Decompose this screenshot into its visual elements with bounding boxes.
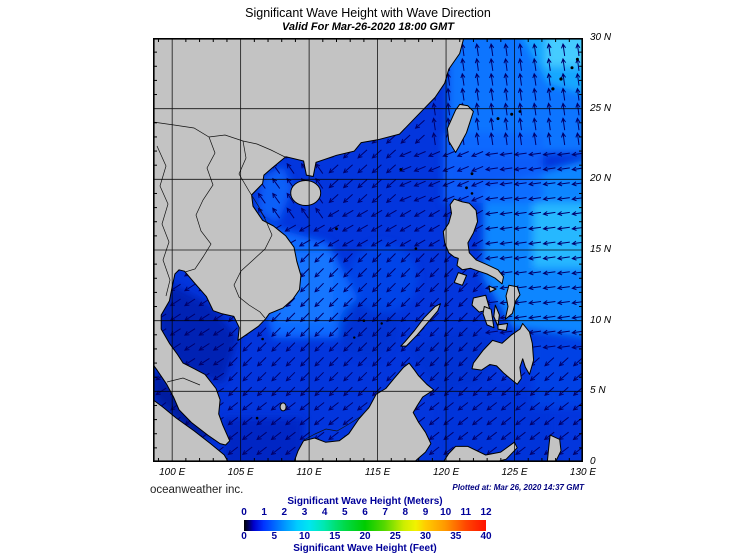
lon-label: 120 E [432,467,460,478]
lat-label: 0 [590,456,596,467]
colorbar-tick: 6 [362,507,368,518]
colorbar-tick: 10 [440,507,452,518]
land-hainan [290,180,322,206]
map-svg [152,23,598,468]
valid-time-subtitle: Valid For Mar-26-2020 18:00 GMT [282,21,454,33]
frame-ticks [153,38,583,462]
colorbar-tick: 10 [298,531,311,542]
plotted-timestamp: Plotted at: Mar 26, 2020 14:37 GMT [452,483,584,492]
lat-label: 10 N [590,314,612,326]
colorbar-tick: 2 [281,507,288,518]
lon-label: 105 E [227,467,254,478]
land-bohol [497,323,509,331]
small-islands [255,57,579,420]
colorbar-title-feet: Significant Wave Height (Feet) [293,543,437,554]
colorbar-tick: 8 [402,507,409,518]
colorbar-tick: 7 [382,507,388,518]
lat-label: 20 N [590,173,612,185]
longitude-axis: 100 E 105 E 110 E 115 E 120 E 125 E 130 E [153,467,596,481]
colorbar-tick: 15 [329,531,341,542]
lon-label: 115 E [364,467,391,478]
colorbar-tick: 30 [419,531,432,542]
land-samar-leyte [504,284,521,320]
lat-label: 5 N [590,385,606,397]
land-mindanao [471,323,535,385]
land-sulawesi [442,441,518,463]
land-natuna [279,402,287,412]
graticule [153,38,583,462]
colorbar-tick: 5 [271,531,278,542]
land-mainland-asia [152,37,465,446]
colorbar-tick: 0 [241,531,247,542]
colorbar-tick: 1 [261,507,267,518]
colorbar-tick: 35 [450,531,462,542]
latitude-axis: 30 N 25 N 20 N 15 N 10 N 5 N 0 [590,32,650,467]
credit-text: oceanweather inc. [150,484,244,496]
colorbar-tick: 11 [460,507,472,518]
colorbar-tick: 4 [321,507,328,518]
map-frame [153,38,583,462]
colorbar-tick: 3 [301,507,308,518]
lat-label: 25 N [590,102,612,114]
colorbar-tick: 25 [389,531,401,542]
colorbar-tick: 5 [342,507,348,518]
colorbar-tick: 9 [422,507,429,518]
lon-label: 110 E [296,467,322,478]
land-luzon [442,198,504,285]
lon-label: 100 E [159,467,186,478]
lon-label: 125 E [501,467,528,478]
page-title: Significant Wave Height with Wave Direct… [245,6,491,20]
colorbar-tick: 12 [480,507,492,518]
land-negros [482,306,495,329]
colorbar-tick: 40 [480,531,492,542]
land-borneo [293,362,435,463]
colorbar-feet-ticks: 0 5 10 15 20 25 30 35 40 [241,531,491,543]
land-palawan [400,303,441,347]
land-masbate [488,285,497,293]
title-block: Significant Wave Height with Wave Direct… [153,6,583,33]
land-mindoro [453,272,467,286]
lon-label: 130 E [569,467,597,478]
lat-label: 15 N [590,244,612,255]
colorbar-tick: 20 [359,531,371,542]
colorbar-meters-ticks: 0 1 2 3 4 5 6 7 8 9 10 11 12 [241,507,491,519]
map-area [152,23,598,468]
colorbar-title-meters: Significant Wave Height (Meters) [287,496,443,507]
colorbar-tick: 0 [241,507,247,518]
colorbar-gradient [244,520,486,531]
lat-label: 30 N [590,32,612,43]
